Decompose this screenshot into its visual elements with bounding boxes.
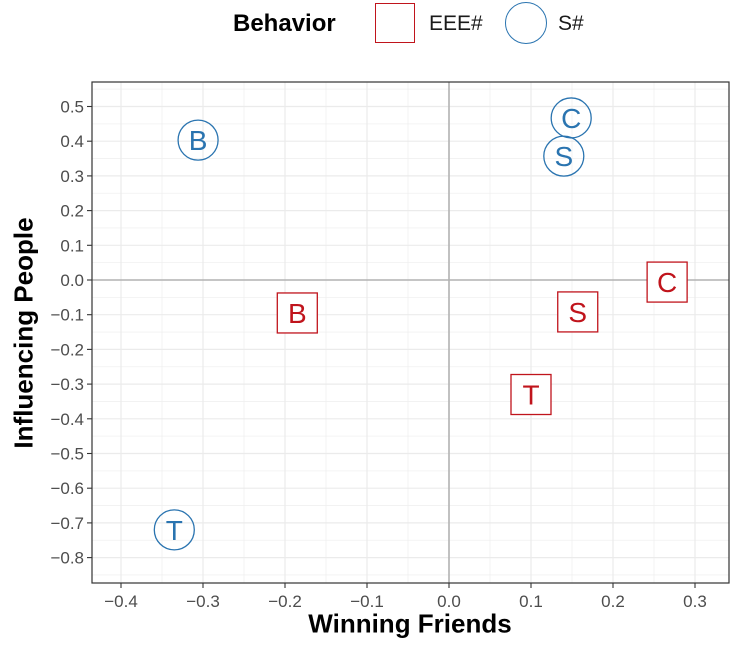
y-tick-label: 0.0 xyxy=(60,271,84,290)
y-tick-label: −0.6 xyxy=(50,479,84,498)
x-tick-label: −0.3 xyxy=(186,592,220,611)
svg-text:C: C xyxy=(657,267,677,298)
y-tick-label: −0.1 xyxy=(50,306,84,325)
y-tick-label: −0.7 xyxy=(50,514,84,533)
eee-point-c: C xyxy=(646,261,688,303)
s-point-b: B xyxy=(177,119,219,161)
x-tick-label: −0.2 xyxy=(268,592,302,611)
legend-label-eee: EEE# xyxy=(429,12,483,35)
legend-title: Behavior xyxy=(233,10,336,37)
x-axis-title: Winning Friends xyxy=(308,608,512,639)
eee-point-t: T xyxy=(510,373,552,416)
x-tick-label: 0.0 xyxy=(437,592,461,611)
x-tick-label: 0.2 xyxy=(601,592,625,611)
y-tick-label: −0.8 xyxy=(50,549,84,568)
legend-label-s: S# xyxy=(558,12,584,35)
s-point-t: T xyxy=(153,509,195,551)
eee-point-b: B xyxy=(276,292,318,334)
legend-circle-key-icon xyxy=(505,2,547,44)
legend-square-key-icon xyxy=(375,3,415,43)
eee-point-s: S xyxy=(557,291,599,333)
svg-text:B: B xyxy=(288,298,307,329)
svg-text:S: S xyxy=(554,141,573,172)
y-axis-title: Influencing People xyxy=(8,217,39,449)
y-tick-label: 0.5 xyxy=(60,98,84,117)
s-point-s: S xyxy=(543,135,585,177)
y-tick-label: −0.2 xyxy=(50,340,84,359)
svg-text:T: T xyxy=(166,515,183,546)
x-tick-label: 0.3 xyxy=(683,592,707,611)
svg-text:B: B xyxy=(189,125,208,156)
x-tick-label: −0.1 xyxy=(350,592,384,611)
y-tick-label: 0.4 xyxy=(60,132,84,151)
s-point-c: C xyxy=(550,97,592,139)
y-tick-label: 0.2 xyxy=(60,202,84,221)
svg-text:C: C xyxy=(561,103,581,134)
x-tick-label: 0.1 xyxy=(519,592,543,611)
y-tick-label: −0.5 xyxy=(50,445,84,464)
y-tick-label: −0.4 xyxy=(50,410,84,429)
y-tick-label: 0.3 xyxy=(60,167,84,186)
svg-text:S: S xyxy=(568,297,587,328)
legend: Behavior EEE# S# xyxy=(0,0,734,50)
x-tick-label: −0.4 xyxy=(104,592,138,611)
y-tick-label: −0.3 xyxy=(50,375,84,394)
svg-text:T: T xyxy=(522,380,539,411)
y-tick-label: 0.1 xyxy=(60,236,84,255)
